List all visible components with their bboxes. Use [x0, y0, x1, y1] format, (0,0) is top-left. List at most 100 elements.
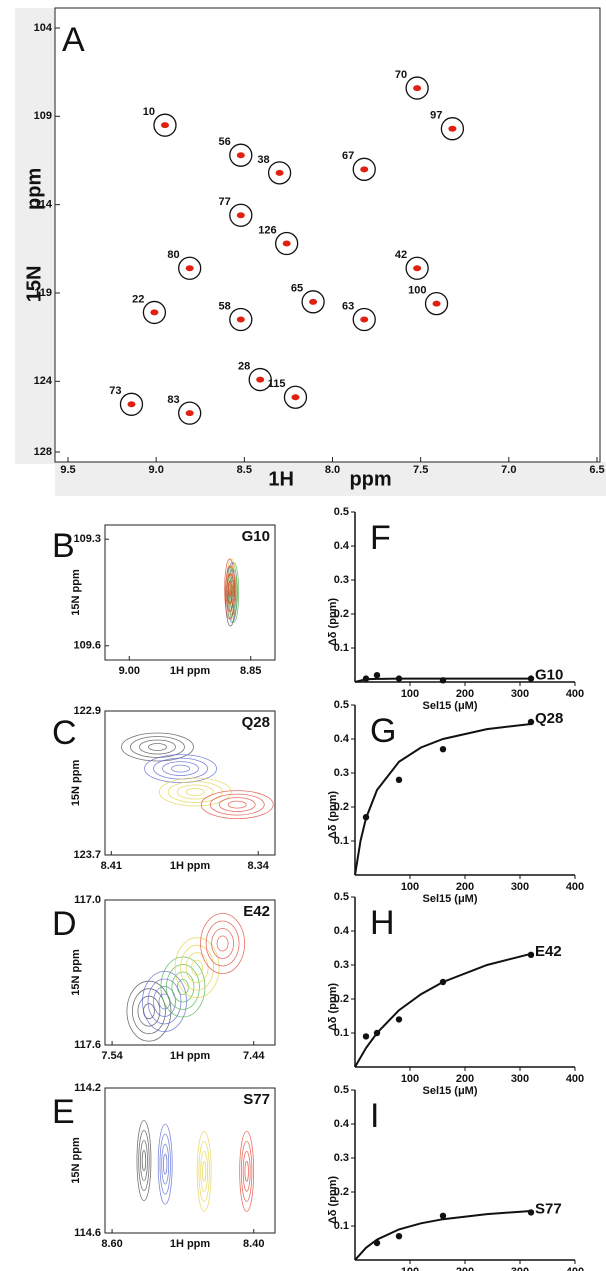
- y-axis-label: Δδ (ppm): [327, 983, 339, 1032]
- x-tick-label: 8.41: [101, 860, 122, 872]
- y-tick-label: 0.5: [334, 1084, 349, 1096]
- peak-circle: [229, 143, 253, 167]
- data-point: [439, 746, 447, 753]
- contour: [198, 1140, 210, 1202]
- peak-label: 42: [395, 249, 407, 261]
- contour: [224, 558, 236, 620]
- peak-label: 100: [408, 285, 426, 297]
- y-label-strip: [15, 8, 55, 464]
- panel-letter: D: [52, 905, 77, 943]
- x-tick-label: 100: [401, 1266, 419, 1271]
- peak-circle: [178, 401, 202, 425]
- contour: [200, 1150, 209, 1192]
- contour: [211, 928, 234, 959]
- contour: [153, 986, 176, 1017]
- x-tick-label: 8.85: [240, 665, 261, 677]
- y-tick-label: 124: [34, 375, 53, 387]
- plot-frame: [54, 7, 601, 463]
- panel-letter: F: [370, 519, 391, 557]
- y-tick-label: 114.2: [74, 1082, 101, 1094]
- peak-circle: [248, 367, 272, 392]
- y-tick-label: 109.3: [73, 533, 101, 545]
- x-tick-label: 300: [511, 688, 529, 700]
- data-point: [395, 1016, 403, 1023]
- peak: [236, 316, 245, 323]
- y-tick-label: 0.5: [334, 891, 349, 903]
- contour: [185, 952, 209, 984]
- data-point: [362, 675, 370, 682]
- data-point: [527, 951, 535, 958]
- contour: [132, 988, 166, 1035]
- y-axis-label: Δδ (ppm): [327, 598, 339, 647]
- peak-label: 22: [132, 293, 144, 305]
- peak: [185, 410, 194, 417]
- peak-label: 63: [342, 300, 354, 312]
- contour: [171, 764, 190, 773]
- y-tick-label: 114.6: [74, 1227, 101, 1239]
- peak-label: 126: [258, 224, 276, 236]
- x-axis-label: 1H ppm: [170, 1238, 211, 1250]
- x-tick-label: 8.40: [243, 1238, 264, 1250]
- y-tick-label: 123.7: [73, 849, 101, 861]
- contour: [225, 566, 234, 612]
- data-point: [362, 814, 370, 821]
- x-tick-label: 200: [456, 1073, 474, 1085]
- residue-label: Q28: [242, 714, 270, 731]
- peak-circle: [229, 307, 253, 332]
- y-tick-label: 0.1: [334, 642, 349, 654]
- y-tick-label: 0.3: [334, 574, 349, 586]
- y-tick-label: 0.2: [334, 1186, 349, 1198]
- contour: [159, 1133, 171, 1195]
- contour: [239, 1130, 255, 1212]
- y-tick-label: 109.6: [73, 640, 101, 652]
- contour: [177, 979, 189, 995]
- contour: [202, 1160, 207, 1182]
- contour: [176, 784, 214, 800]
- panel-letter: A: [62, 21, 85, 59]
- peak-circle: [119, 392, 144, 416]
- data-point: [527, 1209, 535, 1216]
- x-tick-label: 9.0: [149, 464, 164, 476]
- y-tick-label: 0.3: [334, 1152, 349, 1164]
- data-point: [373, 672, 381, 679]
- residue-label: E42: [243, 903, 270, 920]
- peak-circle: [142, 300, 167, 325]
- peak-label: 38: [257, 154, 269, 166]
- x-axis-label: Sel15 (μM): [422, 1085, 477, 1097]
- contour: [121, 732, 194, 762]
- peak-circle: [352, 307, 376, 332]
- y-tick-label: 0.2: [334, 608, 349, 620]
- peak: [256, 376, 265, 383]
- peak-label: 56: [219, 136, 231, 148]
- contour: [140, 1140, 148, 1181]
- contour: [163, 1153, 168, 1175]
- contour: [228, 581, 232, 597]
- peak-label: 10: [143, 106, 155, 118]
- x-axis-label: 1H ppm: [170, 860, 211, 872]
- contour: [227, 800, 247, 809]
- contour: [242, 1150, 251, 1192]
- y-tick-label: 119: [34, 287, 52, 299]
- data-point: [362, 1033, 370, 1040]
- x-tick-label: 7.54: [101, 1050, 123, 1062]
- contour: [158, 777, 232, 807]
- data-point: [439, 1212, 447, 1220]
- peak-circle: [424, 291, 449, 316]
- peak: [150, 309, 159, 316]
- x-axis-label: 1H ppm: [170, 665, 211, 677]
- contour: [157, 1123, 173, 1205]
- contour: [136, 1120, 152, 1201]
- y-tick-label: 104: [34, 22, 53, 34]
- y-tick-label: 0.1: [334, 1220, 349, 1232]
- contour: [191, 959, 203, 976]
- contour: [171, 971, 195, 1003]
- peak-circle: [229, 203, 253, 227]
- x-tick-label: 100: [401, 881, 419, 893]
- contour: [158, 993, 171, 1010]
- peak-label: 70: [395, 69, 407, 81]
- contour: [139, 739, 176, 755]
- residue-label: G10: [535, 667, 563, 684]
- x-tick-label: 300: [511, 881, 529, 893]
- peak-label: 73: [109, 385, 121, 397]
- y-tick-label: 0.4: [334, 925, 350, 937]
